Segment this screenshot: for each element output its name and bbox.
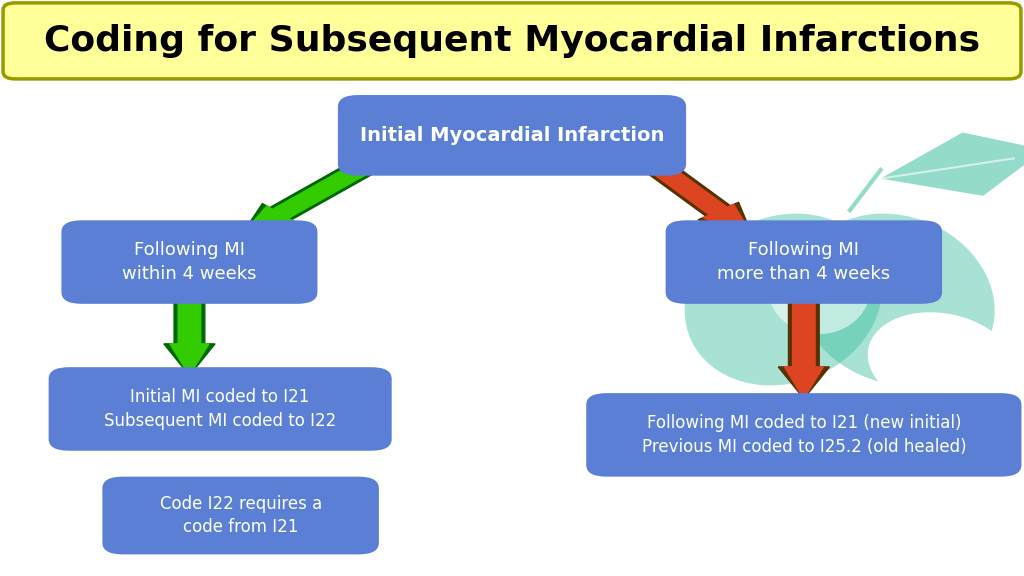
FancyArrow shape (638, 156, 753, 236)
Ellipse shape (867, 312, 1017, 414)
Polygon shape (881, 132, 1024, 196)
FancyBboxPatch shape (49, 367, 391, 450)
Ellipse shape (768, 242, 870, 334)
FancyArrow shape (641, 157, 753, 236)
Ellipse shape (798, 214, 994, 385)
FancyArrow shape (778, 292, 829, 399)
FancyBboxPatch shape (338, 95, 686, 176)
FancyArrow shape (241, 157, 382, 236)
FancyBboxPatch shape (102, 477, 379, 554)
FancyArrow shape (241, 155, 385, 236)
Text: Following MI
within 4 weeks: Following MI within 4 weeks (122, 241, 257, 283)
FancyBboxPatch shape (666, 221, 942, 304)
FancyBboxPatch shape (586, 393, 1022, 477)
Text: Initial Myocardial Infarction: Initial Myocardial Infarction (359, 126, 665, 145)
Text: Initial MI coded to I21
Subsequent MI coded to I22: Initial MI coded to I21 Subsequent MI co… (104, 388, 336, 430)
FancyBboxPatch shape (61, 221, 317, 304)
Text: Code I22 requires a
code from I21: Code I22 requires a code from I21 (160, 495, 322, 536)
FancyArrow shape (784, 292, 823, 399)
FancyBboxPatch shape (3, 3, 1021, 79)
Text: Coding for Subsequent Myocardial Infarctions: Coding for Subsequent Myocardial Infarct… (44, 24, 980, 58)
FancyArrow shape (170, 292, 209, 376)
Text: Following MI coded to I21 (new initial)
Previous MI coded to I25.2 (old healed): Following MI coded to I21 (new initial) … (641, 414, 967, 456)
Ellipse shape (685, 214, 882, 385)
FancyArrow shape (164, 292, 215, 376)
Text: Following MI
more than 4 weeks: Following MI more than 4 weeks (717, 241, 891, 283)
